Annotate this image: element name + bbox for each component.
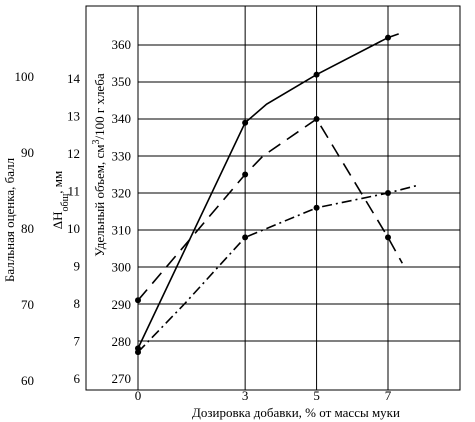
data-point [385, 34, 391, 41]
series-line-dashed [137, 117, 404, 301]
dh-tick-label: 8 [74, 296, 81, 311]
score-tick-label: 80 [21, 221, 34, 236]
dh-axis-label: ΔHобщ, мм [50, 171, 71, 230]
grid [85, 5, 461, 391]
data-point [242, 171, 249, 178]
volume-tick-label: 270 [112, 371, 132, 386]
dh-tick-label: 7 [74, 334, 81, 349]
dh-tick-label: 9 [74, 259, 81, 274]
volume-axis-label: Удельный объем, см3/100 г хлеба [91, 73, 108, 256]
score-tick-label: 70 [21, 297, 34, 312]
data-point [313, 71, 320, 78]
plot-frame [85, 5, 461, 391]
dh-tick-label: 12 [67, 146, 80, 161]
volume-tick-label: 350 [112, 74, 132, 89]
data-point [385, 234, 391, 241]
score-tick-label: 60 [21, 373, 34, 388]
score-tick-label: 90 [21, 145, 34, 160]
dh-tick-label: 10 [67, 221, 80, 236]
dh-tick-label: 14 [67, 71, 81, 86]
score-axis-label: Балльная оценка, балл [2, 157, 17, 282]
volume-tick-label: 340 [112, 111, 132, 126]
dh-tick-label: 13 [67, 109, 80, 124]
series-line-dashdot [137, 184, 417, 353]
x-axis-ticks: 0 3 5 7 [135, 388, 392, 403]
data-point [313, 116, 320, 122]
volume-tick-label: 310 [112, 223, 132, 238]
x-tick-label: 7 [385, 388, 392, 403]
y-axes-ticks: 60 70 80 90 100 6 7 8 9 10 11 12 13 14 270 280 290 300 310… [15, 37, 132, 388]
x-tick-label: 3 [242, 388, 249, 403]
data-point [242, 234, 249, 241]
volume-tick-label: 300 [112, 260, 132, 275]
x-tick-label: 5 [313, 388, 320, 403]
marker-layer [135, 34, 391, 356]
data-point [135, 349, 141, 356]
x-axis-label: Дозировка добавки, % от массы муки [192, 405, 400, 420]
volume-tick-label: 290 [112, 297, 132, 312]
dh-tick-label: 6 [74, 371, 81, 386]
x-tick-label: 0 [135, 388, 142, 403]
volume-tick-label: 320 [112, 185, 132, 200]
volume-tick-label: 330 [112, 148, 132, 163]
data-point [385, 190, 391, 196]
dh-tick-label: 11 [67, 184, 80, 199]
data-point [135, 297, 141, 304]
volume-tick-label: 360 [112, 37, 132, 52]
data-point [242, 119, 249, 126]
data-point [313, 204, 320, 211]
score-tick-label: 100 [15, 69, 35, 84]
volume-tick-label: 280 [112, 334, 132, 349]
